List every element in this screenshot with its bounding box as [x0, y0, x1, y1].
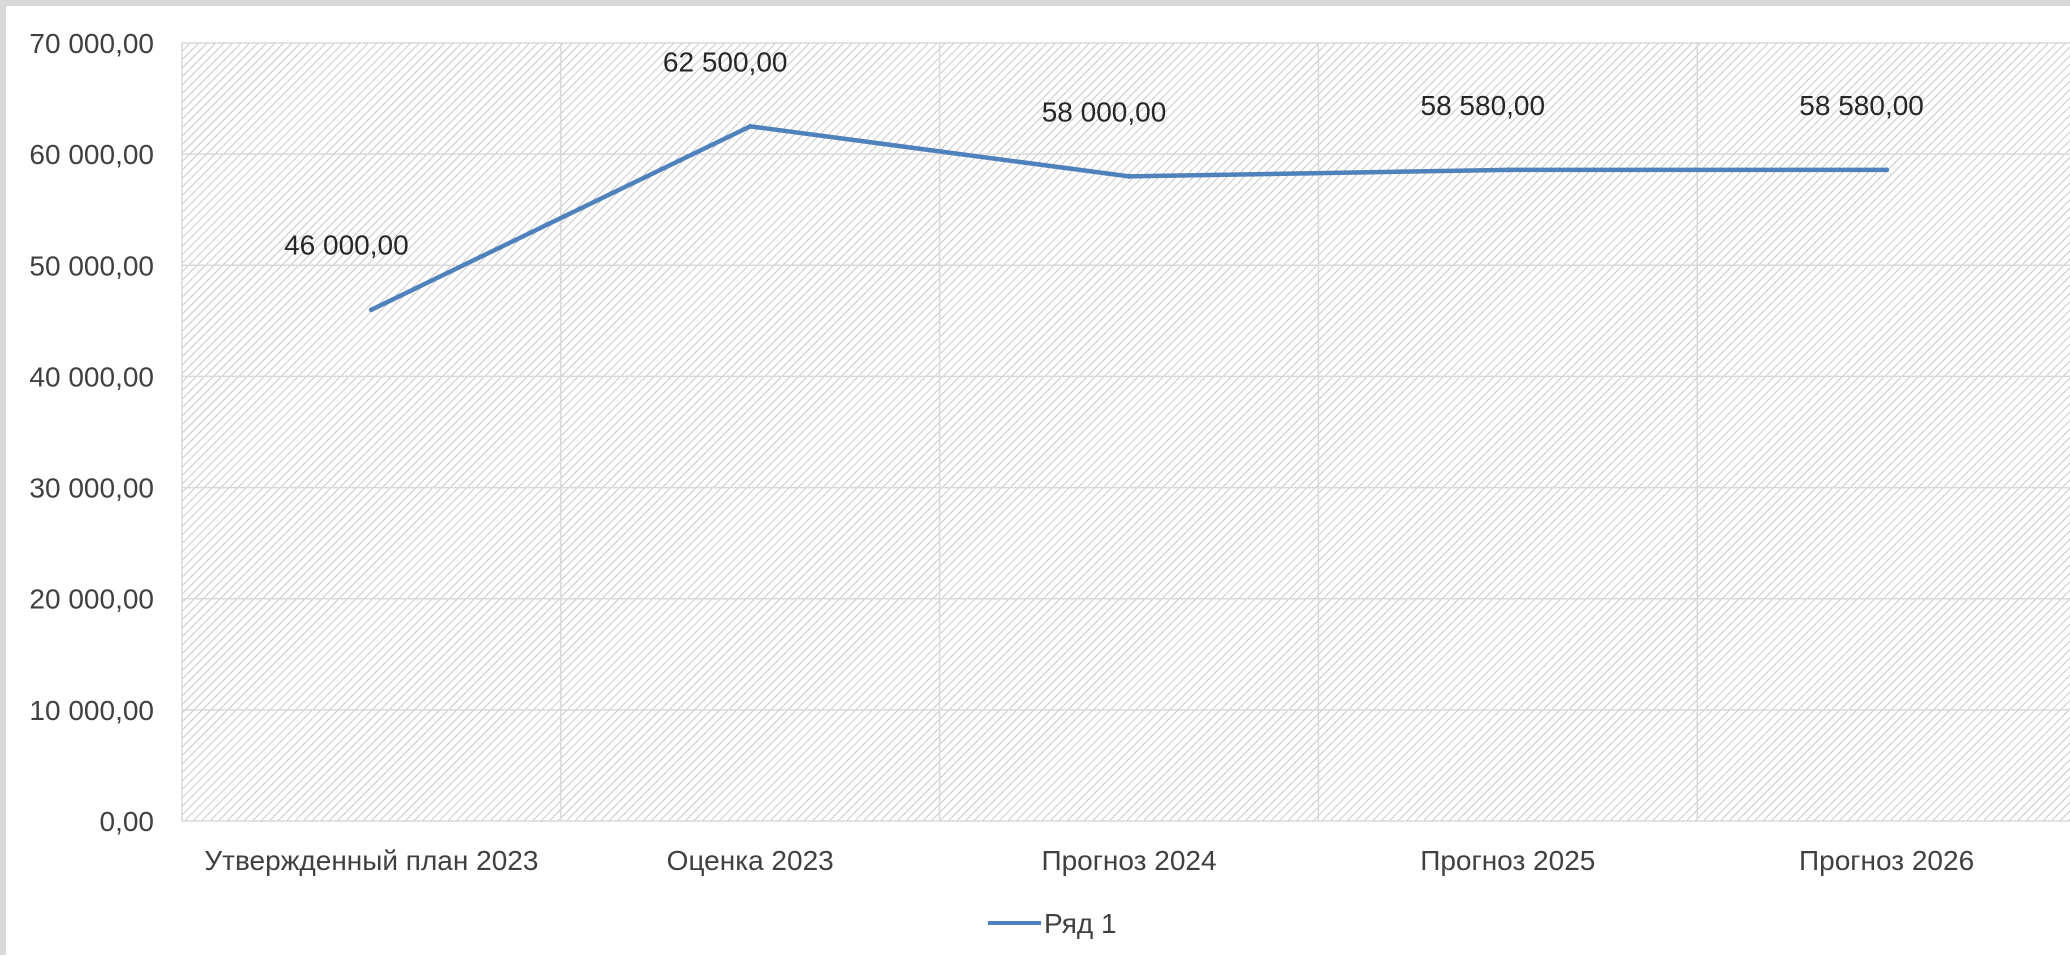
y-tick-label: 30 000,00	[29, 473, 154, 504]
data-label: 58 580,00	[1421, 90, 1546, 121]
x-tick-label: Утвержденный план 2023	[204, 845, 538, 876]
x-tick-label: Прогноз 2024	[1041, 845, 1216, 876]
data-label: 58 000,00	[1042, 96, 1167, 127]
y-tick-label: 50 000,00	[29, 250, 154, 281]
y-tick-label: 60 000,00	[29, 139, 154, 170]
data-point	[368, 307, 374, 313]
y-tick-label: 40 000,00	[29, 361, 154, 392]
plot-area	[182, 43, 2070, 821]
y-tick-label: 20 000,00	[29, 584, 154, 615]
data-label: 62 500,00	[663, 46, 788, 77]
legend: Ряд 1	[988, 908, 1117, 939]
data-point	[1505, 167, 1511, 173]
data-labels: 46 000,00 62 500,00 58 000,00 58 580,00 58 5…	[284, 46, 1924, 260]
data-point	[1126, 173, 1132, 179]
series-layer	[368, 123, 1890, 313]
data-label: 46 000,00	[284, 230, 409, 261]
legend-label-ряд-1: Ряд 1	[1044, 908, 1117, 939]
y-tick-label: 0,00	[100, 806, 155, 837]
data-point	[1884, 167, 1890, 173]
line-chart: 0,00 10 000,00 20 000,00 30 000,00 40 000,00…	[29, 28, 2070, 939]
data-point	[747, 123, 753, 129]
x-axis: Утвержденный план 2023 Оценка 2023 Прогноз…	[204, 845, 1974, 876]
x-tick-label: Прогноз 2025	[1420, 845, 1595, 876]
y-tick-label: 10 000,00	[29, 695, 154, 726]
data-label: 58 580,00	[1799, 90, 1924, 121]
x-tick-label: Оценка 2023	[667, 845, 834, 876]
y-tick-label: 70 000,00	[29, 28, 154, 59]
x-tick-label: Прогноз 2026	[1799, 845, 1974, 876]
y-axis: 0,00 10 000,00 20 000,00 30 000,00 40 000,00…	[29, 28, 154, 837]
